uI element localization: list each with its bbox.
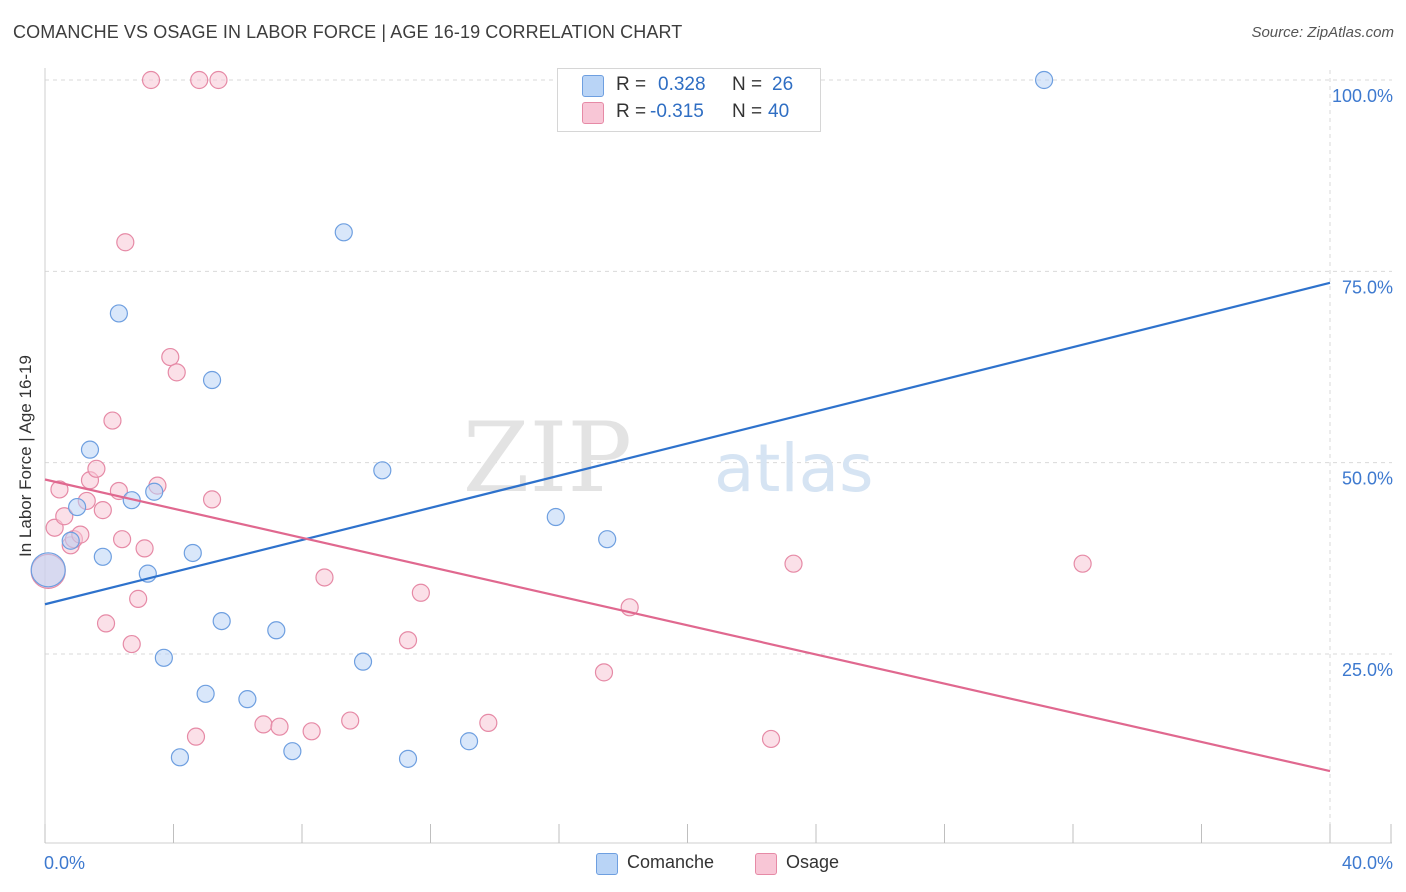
- legend-label-comanche: Comanche: [627, 852, 715, 872]
- watermark-atlas: atlas: [714, 430, 874, 507]
- comanche-point: [61, 531, 80, 550]
- osage-point: [254, 715, 273, 734]
- legend-label-osage: Osage: [786, 852, 840, 872]
- comanche-point: [196, 684, 215, 703]
- comanche-point: [212, 611, 231, 631]
- osage-point: [1073, 554, 1092, 573]
- osage-point: [302, 722, 321, 741]
- comanche-point: [202, 370, 222, 390]
- comanche-point: [1034, 70, 1054, 90]
- comanche-point: [154, 648, 173, 667]
- comanche-point: [183, 543, 202, 563]
- osage-point: [202, 490, 222, 509]
- comanche-point: [170, 748, 190, 767]
- axes: [44, 68, 1392, 844]
- osage-point: [135, 539, 154, 558]
- comanche-point: [334, 223, 353, 242]
- osage-point: [594, 663, 614, 682]
- comanche-point: [30, 552, 66, 588]
- r-label: R =: [616, 101, 647, 122]
- osage-point: [398, 631, 418, 650]
- comanche-points: [30, 70, 1054, 768]
- osage-point: [761, 729, 781, 749]
- comanche-swatch: [596, 853, 618, 875]
- comanche-point: [598, 530, 617, 549]
- osage-point: [479, 713, 498, 732]
- osage-point: [341, 711, 360, 730]
- osage-point: [112, 530, 132, 549]
- osage-point: [315, 568, 334, 587]
- osage-trend-line: [44, 478, 1331, 773]
- osage-point: [141, 70, 161, 90]
- tick-labels: 25.0% 50.0% 75.0% 100.0% 0.0% 40.0%: [44, 86, 1393, 873]
- osage-point: [103, 411, 122, 430]
- n-value: 26: [772, 74, 794, 95]
- osage-point: [55, 507, 74, 526]
- y-tick-label: 100.0%: [1332, 86, 1393, 106]
- osage-point: [411, 583, 430, 602]
- comanche-point: [80, 440, 100, 459]
- stats-legend: R = 0.328 N = 26 R = -0.315 N = 40: [557, 68, 821, 132]
- osage-point: [161, 347, 180, 367]
- osage-point: [190, 70, 209, 90]
- comanche-point: [353, 652, 373, 671]
- y-tick-label: 75.0%: [1342, 277, 1393, 297]
- r-value: -0.315: [650, 101, 704, 122]
- osage-point: [167, 363, 186, 382]
- r-value: 0.328: [658, 74, 706, 95]
- osage-point: [50, 480, 69, 499]
- n-value: 40: [768, 101, 790, 122]
- series-legend: Comanche Osage: [0, 851, 1406, 879]
- osage-swatch: [582, 102, 604, 124]
- comanche-point: [459, 732, 479, 751]
- osage-point: [93, 501, 112, 520]
- y-tick-label: 25.0%: [1342, 660, 1393, 680]
- comanche-point: [145, 482, 164, 501]
- osage-point: [116, 233, 135, 252]
- comanche-point: [109, 304, 128, 323]
- x-tick-label: 40.0%: [1342, 853, 1393, 873]
- comanche-point: [283, 742, 302, 761]
- comanche-point: [238, 690, 257, 709]
- osage-point: [122, 634, 141, 654]
- r-label: R =: [616, 74, 647, 95]
- osage-point: [784, 554, 803, 573]
- y-tick-label: 50.0%: [1342, 469, 1393, 489]
- osage-point: [270, 717, 289, 736]
- osage-point: [96, 614, 116, 633]
- comanche-point: [93, 547, 112, 566]
- comanche-point: [267, 621, 286, 640]
- osage-point: [87, 459, 106, 478]
- osage-point: [209, 70, 228, 90]
- x-tick-label: 0.0%: [44, 853, 85, 873]
- comanche-point: [546, 507, 565, 527]
- n-label: N =: [732, 101, 763, 122]
- watermark: ZIP atlas: [463, 402, 874, 514]
- trend-lines: [44, 281, 1331, 773]
- comanche-trend-line: [44, 281, 1331, 606]
- watermark-zip: ZIP: [463, 402, 632, 514]
- n-label: N =: [732, 74, 763, 95]
- source-label: Source: ZipAtlas.com: [1251, 24, 1394, 41]
- gridlines: [45, 70, 1392, 843]
- osage-swatch: [755, 853, 777, 875]
- comanche-swatch: [582, 75, 604, 97]
- comanche-point: [373, 461, 392, 480]
- osage-point: [186, 727, 206, 746]
- comanche-point: [398, 749, 418, 768]
- comanche-point: [68, 497, 87, 517]
- osage-point: [129, 589, 148, 608]
- chart-title: COMANCHE VS OSAGE IN LABOR FORCE | AGE 1…: [13, 22, 683, 42]
